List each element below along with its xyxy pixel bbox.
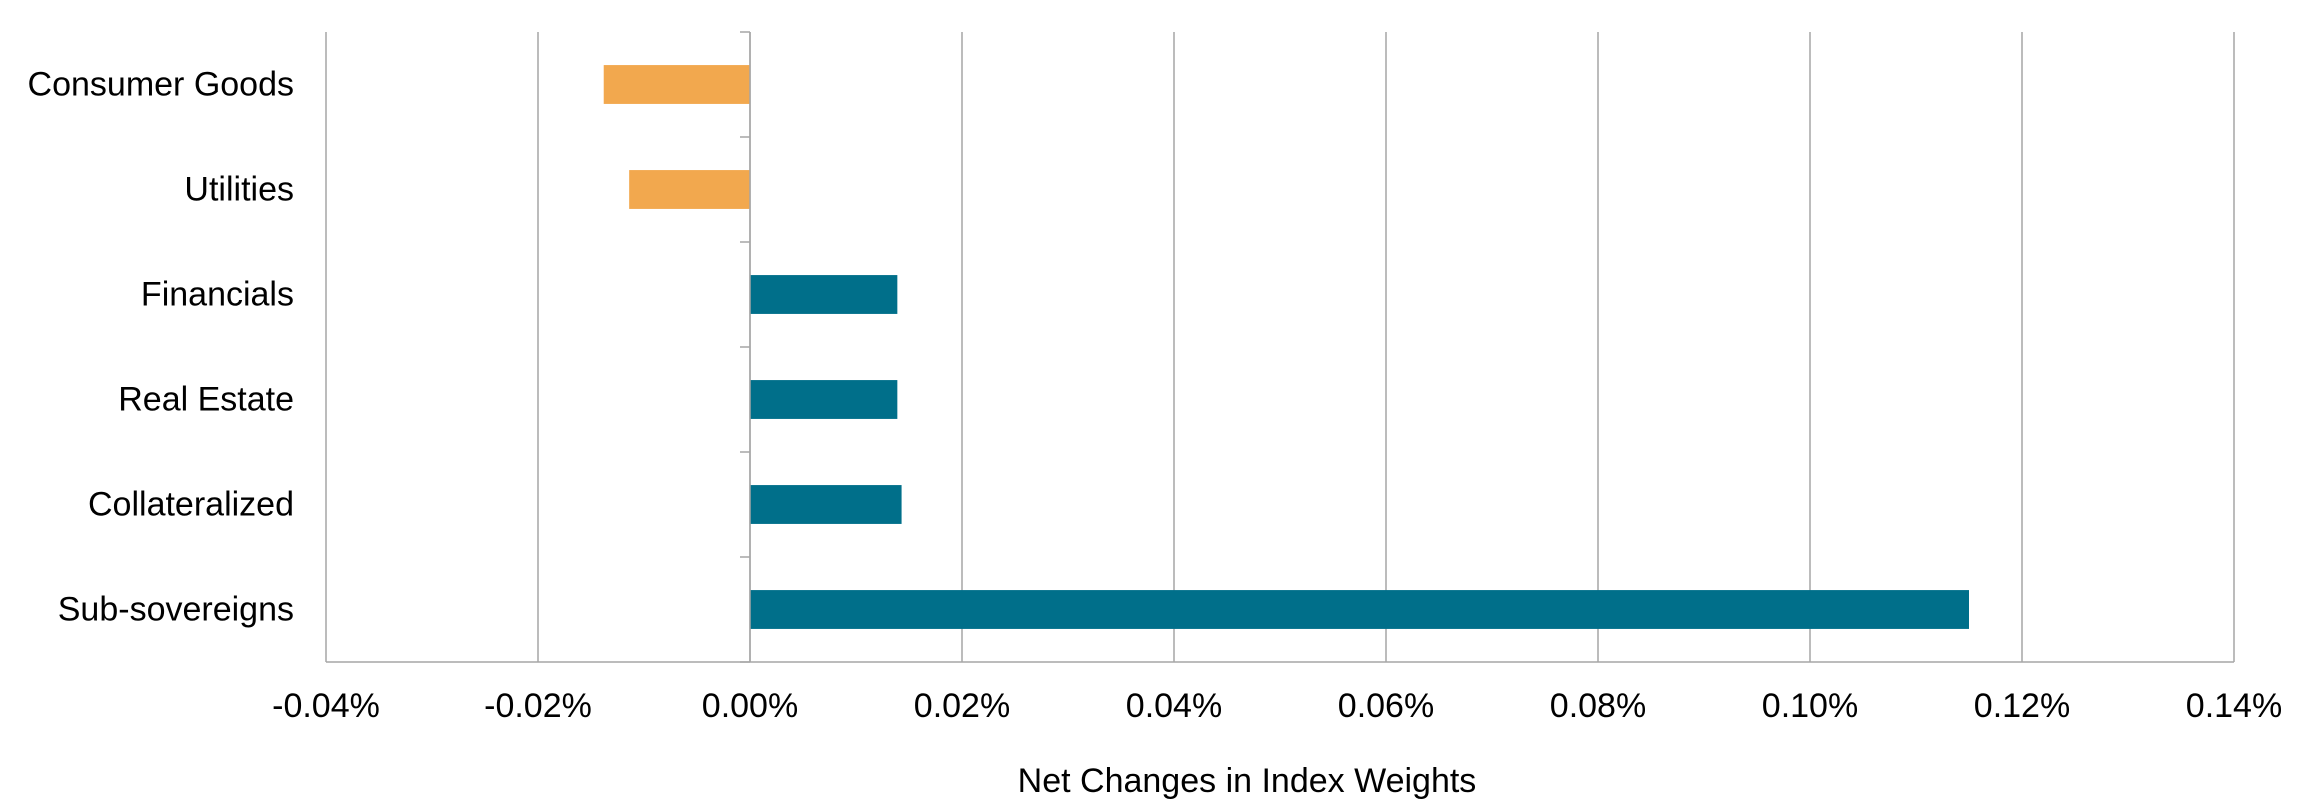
category-label: Utilities xyxy=(184,171,294,209)
category-label: Sub-sovereigns xyxy=(58,591,294,629)
x-tick-label: 0.12% xyxy=(1974,687,2070,725)
x-tick-label: 0.14% xyxy=(2186,687,2282,725)
bar xyxy=(750,380,898,419)
category-labels: Consumer Goods Utilities Financials Real Es… xyxy=(28,66,294,629)
x-tick-label: -0.02% xyxy=(484,687,592,725)
x-tick-label: 0.02% xyxy=(914,687,1010,725)
gridlines xyxy=(325,32,2235,662)
category-label: Real Estate xyxy=(118,381,294,419)
x-tick-label: 0.10% xyxy=(1762,687,1858,725)
axes xyxy=(326,31,2234,663)
bar xyxy=(603,65,750,104)
bar xyxy=(750,485,902,524)
bar xyxy=(750,275,898,314)
category-label: Collateralized xyxy=(88,486,294,524)
x-tick-label: 0.00% xyxy=(702,687,798,725)
x-tick-label: 0.06% xyxy=(1338,687,1434,725)
bars xyxy=(603,65,1969,629)
bar xyxy=(629,170,750,209)
category-label: Consumer Goods xyxy=(28,66,294,104)
bar xyxy=(750,590,1969,629)
x-tick-label: -0.04% xyxy=(272,687,380,725)
x-tick-label: 0.04% xyxy=(1126,687,1222,725)
category-label: Financials xyxy=(141,276,294,314)
x-tick-labels: -0.04% -0.02% 0.00% 0.02% 0.04% 0.06% 0.08% 0.1… xyxy=(272,687,2282,725)
x-axis-title: Net Changes in Index Weights xyxy=(1018,762,1477,800)
x-tick-label: 0.08% xyxy=(1550,687,1646,725)
